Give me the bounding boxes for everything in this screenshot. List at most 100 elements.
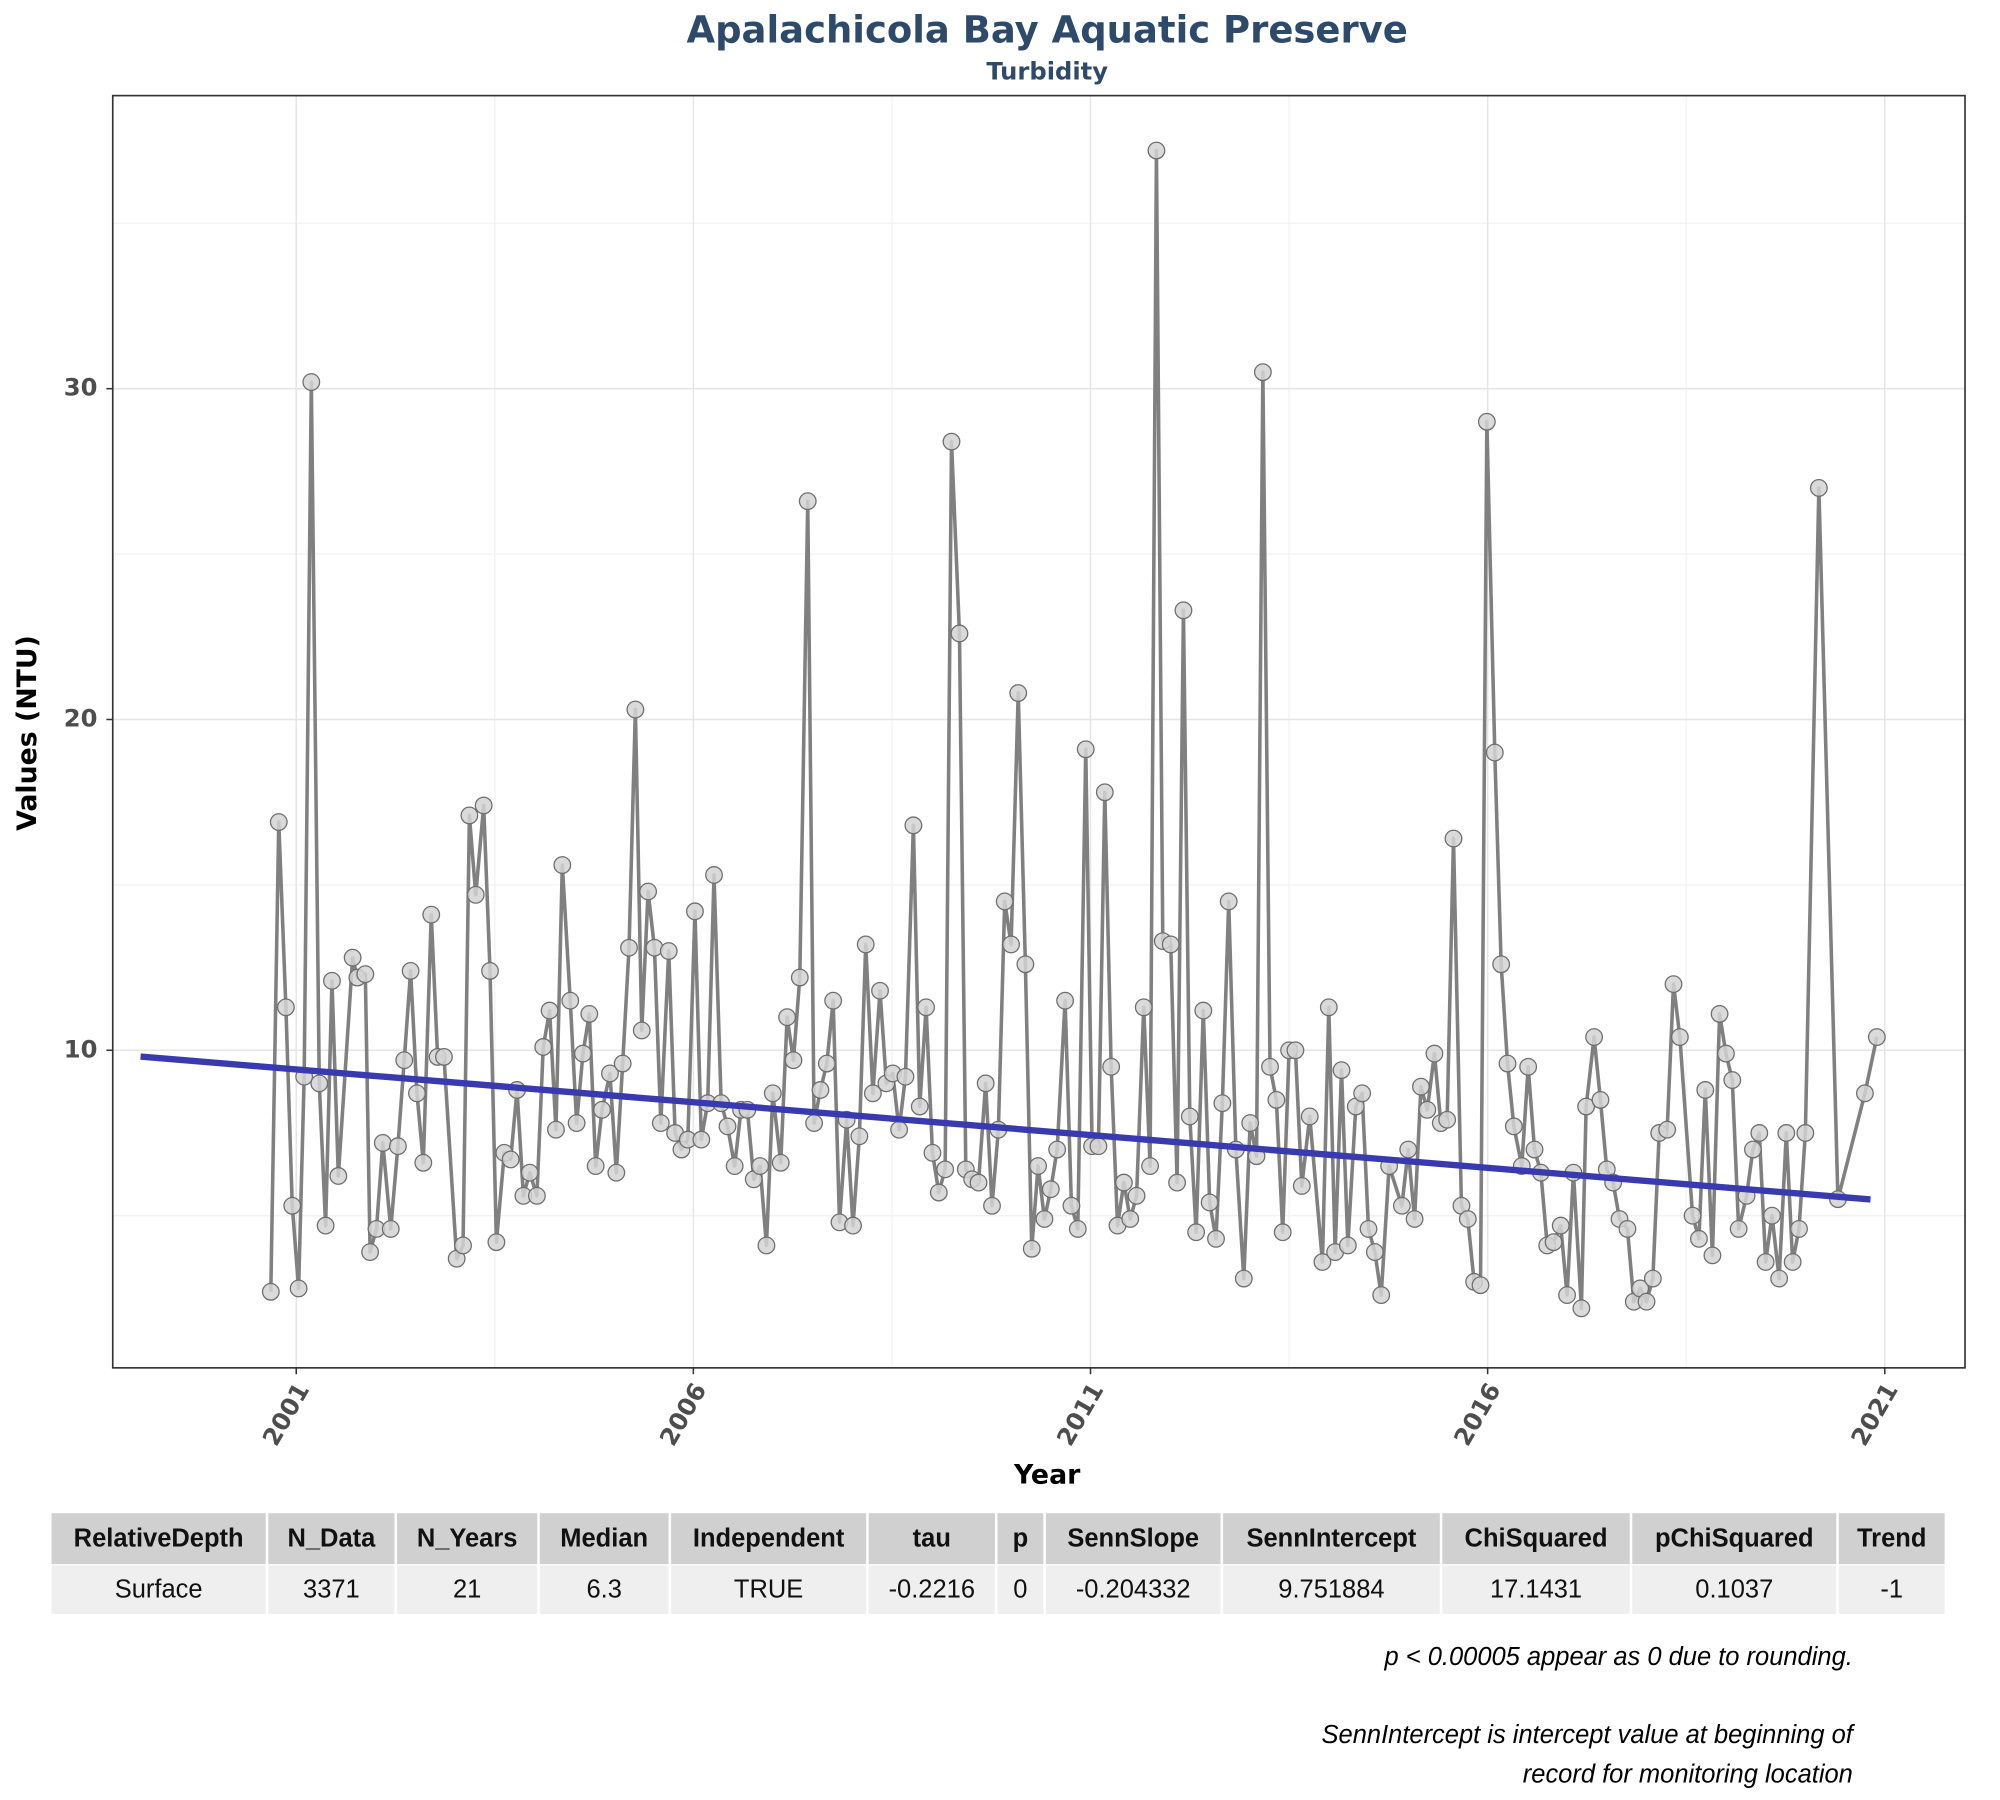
table-header: Median — [560, 1525, 648, 1553]
table-cell — [51, 1565, 266, 1614]
data-point — [395, 1051, 414, 1070]
data-point — [593, 1100, 611, 1119]
data-point — [1796, 1124, 1815, 1142]
table-cell — [268, 1513, 395, 1565]
data-point — [904, 816, 923, 835]
data-point — [1790, 1219, 1808, 1238]
data-point — [487, 1233, 506, 1252]
data-point — [422, 905, 441, 924]
data-point — [1471, 1276, 1490, 1295]
data-point — [1267, 1090, 1286, 1109]
data-point — [1438, 1110, 1457, 1129]
chart-title: Apalachicola Bay Aquatic Preserve — [686, 8, 1407, 51]
data-point — [659, 942, 678, 960]
table-cell — [1223, 1565, 1440, 1614]
data-point — [651, 1114, 670, 1132]
data-point — [1519, 1057, 1538, 1076]
table-header: RelativeDepth — [74, 1525, 244, 1553]
data-point — [388, 1137, 407, 1156]
data-point — [261, 1282, 280, 1301]
data-point — [356, 965, 375, 984]
data-point — [1102, 1057, 1121, 1076]
data-point — [373, 1133, 392, 1152]
data-point — [343, 948, 362, 967]
plot-border — [111, 94, 1966, 1369]
data-point — [1372, 1286, 1391, 1304]
data-point — [1035, 1210, 1054, 1228]
table-cell — [671, 1513, 867, 1565]
data-point — [1161, 935, 1180, 954]
table-value: Surface — [115, 1576, 203, 1604]
y-tick-label: 10 — [64, 1035, 98, 1063]
data-point — [1458, 1210, 1477, 1228]
data-point — [1867, 1028, 1886, 1046]
data-point — [1551, 1216, 1570, 1235]
plot-area — [140, 141, 1886, 1318]
data-point — [1286, 1041, 1305, 1060]
data-point — [1585, 1028, 1604, 1046]
table-value: 17.1431 — [1490, 1576, 1582, 1604]
data-point — [613, 1054, 632, 1073]
data-point — [923, 1143, 942, 1162]
table-cell — [268, 1565, 395, 1614]
data-point — [1062, 1196, 1081, 1215]
table-cell — [397, 1513, 538, 1565]
data-point — [896, 1067, 915, 1086]
data-point — [639, 882, 658, 901]
data-point — [1147, 141, 1166, 160]
data-point — [1180, 1107, 1199, 1126]
data-point — [705, 866, 723, 884]
notes: p < 0.00005 appear as 0 due to rounding.… — [1322, 1643, 1856, 1788]
data-point — [1658, 1120, 1677, 1139]
data-point — [1134, 998, 1153, 1017]
table-value: 9.751884 — [1278, 1576, 1384, 1604]
data-point — [1577, 1097, 1596, 1116]
data-point — [1525, 1140, 1544, 1159]
table-header: pChiSquared — [1655, 1525, 1814, 1553]
data-point — [466, 885, 485, 904]
data-point — [1241, 1114, 1260, 1132]
data-point — [1809, 479, 1828, 497]
data-point — [1168, 1173, 1187, 1192]
table-cell — [539, 1513, 669, 1565]
data-point — [269, 813, 288, 831]
data-point — [811, 1081, 830, 1099]
table-value: 6.3 — [586, 1576, 621, 1604]
data-point — [718, 1117, 737, 1136]
data-point — [1756, 1253, 1775, 1271]
note: SennIntercept is intercept value at begi… — [1322, 1721, 1856, 1749]
data-point — [890, 1120, 909, 1139]
data-point — [1234, 1269, 1253, 1288]
series-line — [269, 148, 1879, 1311]
note: p < 0.00005 appear as 0 due to rounding. — [1384, 1643, 1853, 1671]
table-cell — [51, 1513, 266, 1565]
data-point — [1777, 1124, 1796, 1142]
data-point — [302, 373, 321, 392]
table-value: TRUE — [734, 1576, 803, 1604]
data-point — [1412, 1077, 1430, 1096]
data-point — [414, 1153, 433, 1172]
data-point — [917, 998, 936, 1017]
data-point — [1194, 1001, 1213, 1020]
data-point — [1643, 1269, 1662, 1288]
data-point — [520, 1163, 539, 1182]
data-point — [983, 1196, 1001, 1215]
data-point — [401, 961, 420, 980]
data-point — [824, 991, 843, 1010]
data-point — [1856, 1084, 1874, 1103]
data-point — [936, 1160, 955, 1179]
data-point — [1492, 955, 1511, 974]
data-point — [863, 1084, 882, 1103]
table-header: tau — [913, 1525, 951, 1553]
data-point — [1332, 1061, 1351, 1080]
table-cell — [1632, 1513, 1837, 1565]
data-point — [501, 1150, 520, 1169]
table-value: 3371 — [303, 1576, 360, 1604]
data-point — [586, 1157, 605, 1175]
data-point — [1670, 1028, 1689, 1046]
data-point — [1572, 1299, 1591, 1318]
table-header: SennIntercept — [1246, 1525, 1416, 1553]
data-point — [844, 1216, 862, 1235]
data-point — [1261, 1057, 1279, 1076]
data-point — [607, 1163, 626, 1182]
